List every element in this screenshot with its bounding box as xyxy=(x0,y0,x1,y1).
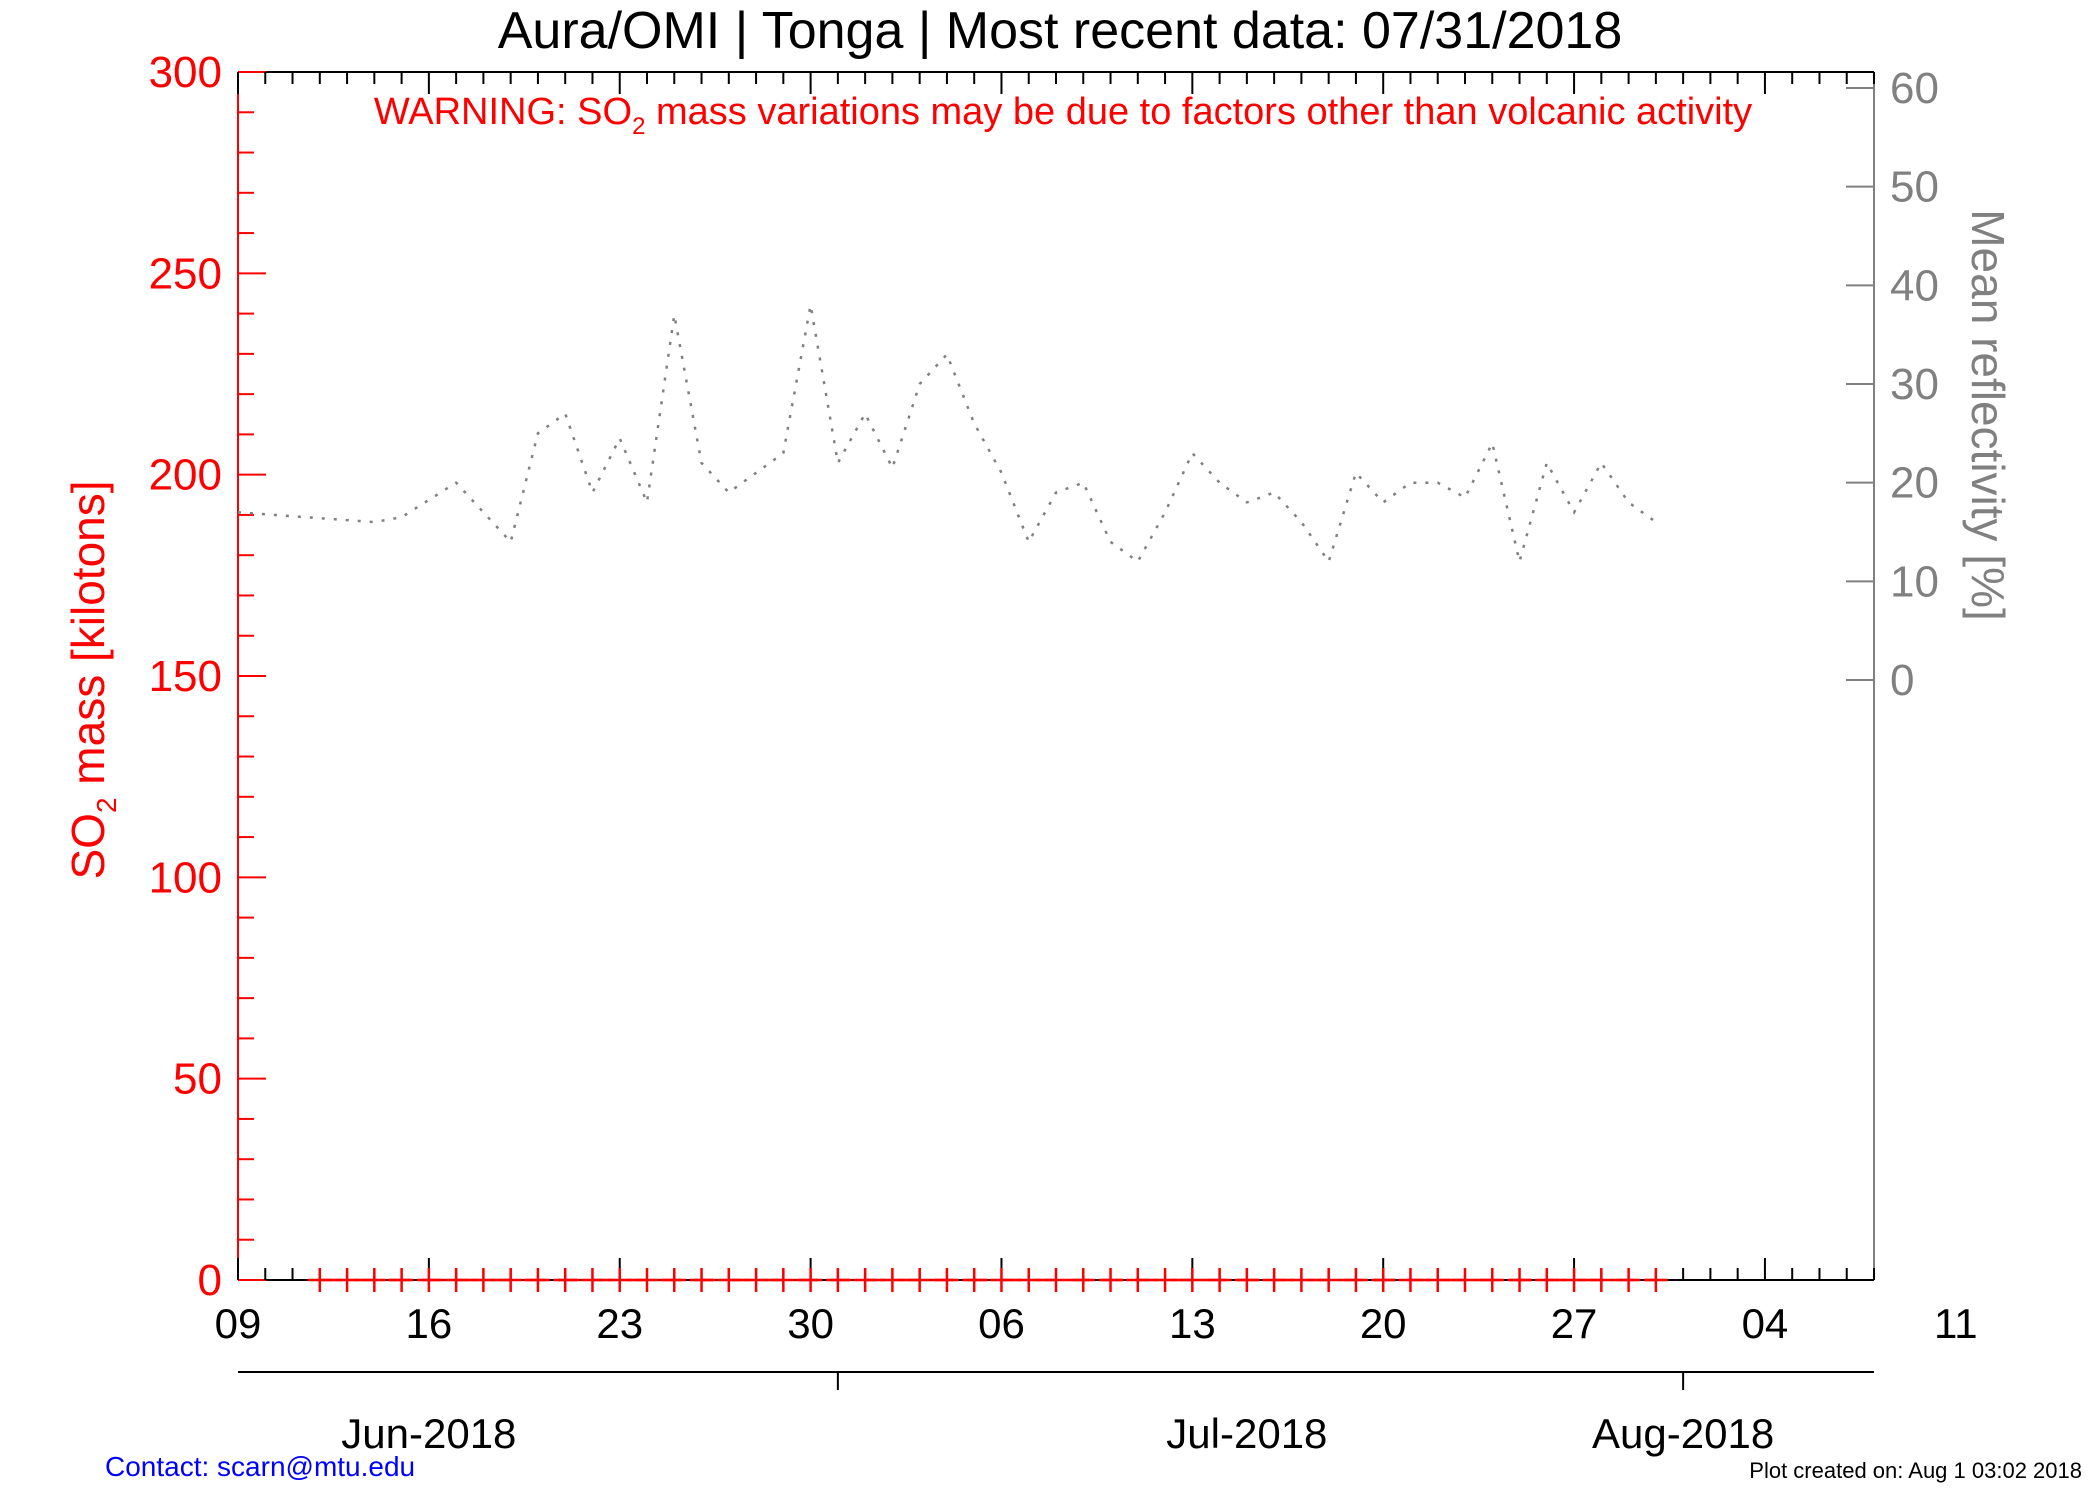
so2-point xyxy=(553,1268,578,1292)
so2-point xyxy=(880,1268,905,1292)
right-tick-label: 50 xyxy=(1890,163,1939,212)
right-tick-label: 40 xyxy=(1890,261,1939,310)
month-label: Jun-2018 xyxy=(341,1410,516,1457)
x-tick-label: 30 xyxy=(787,1300,834,1347)
left-tick-label: 200 xyxy=(149,451,222,500)
so2-point xyxy=(1153,1268,1178,1292)
so2-point xyxy=(744,1268,769,1292)
so2-point xyxy=(416,1268,441,1292)
x-tick-label: 27 xyxy=(1551,1300,1598,1347)
x-tick-label: 04 xyxy=(1742,1300,1789,1347)
so2-point xyxy=(662,1268,687,1292)
right-tick-label: 0 xyxy=(1890,656,1914,705)
reflectivity-line xyxy=(237,304,1657,565)
x-tick-label: 20 xyxy=(1360,1300,1407,1347)
so2-point xyxy=(1125,1268,1150,1292)
so2-point xyxy=(962,1268,987,1292)
right-tick-label: 60 xyxy=(1890,64,1939,113)
left-axis: 0 50 100 150 200 250 300 xyxy=(149,48,266,1305)
so2-point xyxy=(1398,1268,1423,1292)
warning-subscript: 2 xyxy=(632,113,645,140)
so2-point xyxy=(1371,1268,1396,1292)
left-tick-label: 0 xyxy=(198,1256,222,1305)
so2-point xyxy=(525,1268,550,1292)
so2-point xyxy=(580,1268,605,1292)
left-tick-label: 50 xyxy=(173,1055,222,1104)
so2-point xyxy=(607,1268,632,1292)
so2-point xyxy=(1180,1268,1205,1292)
so2-point xyxy=(825,1268,850,1292)
so2-point xyxy=(853,1268,878,1292)
so2-point xyxy=(1207,1268,1232,1292)
so2-point xyxy=(1453,1268,1477,1292)
left-tick-label: 300 xyxy=(149,48,222,97)
right-axis-title: Mean reflectivity [%] xyxy=(1962,209,2014,621)
left-tick-label: 150 xyxy=(149,652,222,701)
so2-point xyxy=(1589,1268,1614,1292)
so2-point xyxy=(1534,1268,1559,1292)
x-tick-label: 06 xyxy=(978,1300,1025,1347)
so2-point xyxy=(1016,1268,1041,1292)
left-axis-title-suffix: mass [kilotons] xyxy=(62,480,114,797)
so2-point xyxy=(1289,1268,1314,1292)
so2-point xyxy=(689,1268,714,1292)
so2-point xyxy=(1425,1268,1450,1292)
so2-point xyxy=(1643,1268,1668,1292)
x-tick-label: 09 xyxy=(215,1300,262,1347)
so2-point xyxy=(716,1268,741,1292)
warning-text: WARNING: SO2 mass variations may be due … xyxy=(374,91,1752,140)
so2-point xyxy=(1071,1268,1096,1292)
so2-point xyxy=(989,1268,1014,1292)
reflectivity-series xyxy=(237,304,1657,565)
right-tick-label: 20 xyxy=(1890,459,1939,508)
so2-series xyxy=(307,1268,1668,1292)
so2-point xyxy=(1507,1268,1532,1292)
so2-point xyxy=(498,1268,523,1292)
x-axis: 0916233006132027041118250108 xyxy=(215,72,1978,1347)
so2-point xyxy=(771,1268,796,1292)
so2-point xyxy=(1098,1268,1123,1292)
warning-suffix: mass variations may be due to factors ot… xyxy=(645,91,1752,133)
so2-point xyxy=(307,1268,332,1292)
month-label: Jul-2018 xyxy=(1166,1410,1327,1457)
right-tick-label: 10 xyxy=(1890,557,1939,606)
chart-title: Aura/OMI | Tonga | Most recent data: 07/… xyxy=(498,2,1623,60)
so2-point xyxy=(444,1268,469,1292)
x-tick-label: 16 xyxy=(406,1300,453,1347)
so2-point xyxy=(1234,1268,1259,1292)
so2-point xyxy=(1262,1268,1287,1292)
warning-prefix: WARNING: SO xyxy=(374,91,632,133)
left-tick-label: 250 xyxy=(149,249,222,298)
so2-point xyxy=(1616,1268,1641,1292)
x-tick-label: 11 xyxy=(1934,1300,1978,1347)
so2-point xyxy=(798,1268,823,1292)
so2-point xyxy=(389,1268,414,1292)
so2-point xyxy=(907,1268,932,1292)
month-label: Aug-2018 xyxy=(1592,1410,1774,1457)
left-tick-label: 100 xyxy=(149,853,222,902)
plot-frame xyxy=(237,71,1875,1281)
right-tick-label: 30 xyxy=(1890,360,1939,409)
right-axis: 0 10 20 30 40 50 60 xyxy=(1846,64,1939,705)
so2-point xyxy=(1480,1268,1505,1292)
so2-point xyxy=(1044,1268,1068,1292)
left-axis-title-subscript: 2 xyxy=(91,797,122,813)
so2-point xyxy=(1562,1268,1587,1292)
so2-point xyxy=(1316,1268,1341,1292)
so2-point xyxy=(1343,1268,1368,1292)
x-tick-label: 23 xyxy=(596,1300,643,1347)
month-axis: Jun-2018 Jul-2018 Aug-2018 xyxy=(238,1371,1874,1457)
created-text: Plot created on: Aug 1 03:02 2018 xyxy=(1749,1458,2082,1483)
contact-text[interactable]: Contact: scarn@mtu.edu xyxy=(105,1451,415,1482)
so2-point xyxy=(335,1268,360,1292)
so2-point xyxy=(635,1268,659,1292)
x-tick-label: 13 xyxy=(1169,1300,1216,1347)
left-axis-title: SO2 mass [kilotons] xyxy=(62,480,122,879)
left-axis-title-prefix: SO xyxy=(62,813,114,879)
so2-point xyxy=(934,1268,959,1292)
so2-point xyxy=(471,1268,496,1292)
so2-point xyxy=(362,1268,387,1292)
